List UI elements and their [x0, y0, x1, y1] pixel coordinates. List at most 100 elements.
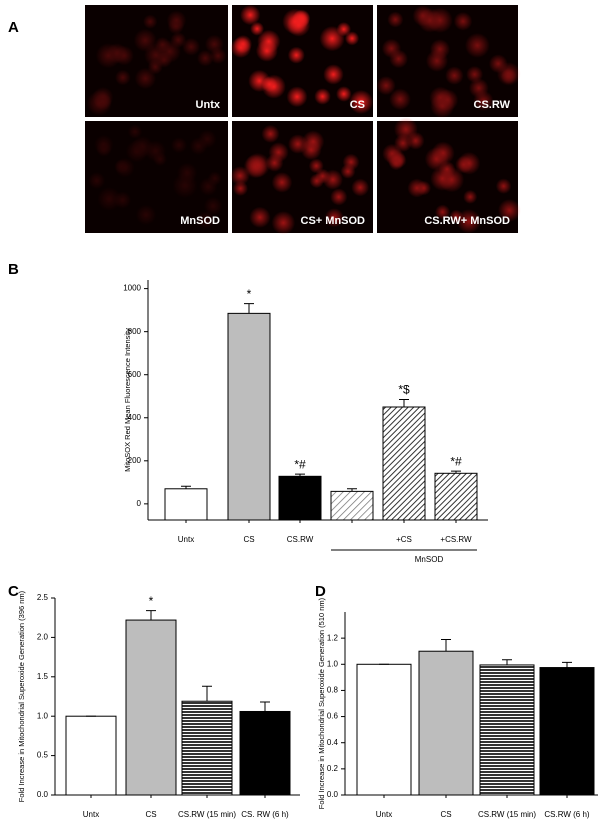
- cell: [324, 208, 344, 228]
- cell: [230, 37, 252, 59]
- cell: [204, 34, 224, 54]
- cells: [88, 124, 223, 230]
- bar: [434, 472, 478, 521]
- y-tick-label: 1.2: [327, 633, 339, 642]
- image-label: CS+ MnSOD: [301, 215, 366, 227]
- y-tick-label: 0.0: [37, 790, 49, 799]
- cell: [125, 139, 149, 163]
- panel-letter: A: [8, 19, 19, 36]
- cell: [427, 7, 453, 34]
- cell: [463, 189, 478, 204]
- bar: [330, 490, 374, 521]
- cell: [342, 153, 360, 171]
- bar: [65, 715, 117, 796]
- image-label: CS.RW: [474, 99, 511, 111]
- bar: [418, 650, 474, 796]
- image-label: MnSOD: [180, 215, 220, 227]
- cell: [381, 38, 402, 59]
- image-label: Untx: [196, 99, 221, 111]
- error-bar: [146, 610, 156, 621]
- cell: [240, 4, 261, 26]
- y-axis-label: Fold Increase in Mitochondrial Superoxid…: [17, 590, 26, 802]
- cell: [97, 186, 122, 212]
- group-label: MnSOD: [415, 555, 444, 564]
- x-tick-label: CS.RW (15 min): [178, 810, 236, 819]
- cell: [287, 46, 305, 64]
- cell: [335, 86, 352, 102]
- cell: [167, 17, 185, 35]
- x-tick-label: CS.RW: [287, 535, 314, 544]
- cell: [230, 166, 250, 186]
- y-tick-label: 0: [137, 499, 142, 508]
- bar: [539, 667, 595, 796]
- cell: [291, 10, 311, 29]
- cells: [382, 117, 521, 234]
- bar: [382, 406, 426, 521]
- cell: [271, 210, 296, 235]
- cell: [387, 11, 404, 28]
- cell: [336, 21, 352, 37]
- cell: [114, 69, 131, 86]
- cell: [248, 69, 271, 93]
- x-tick-label: Untx: [178, 535, 194, 544]
- significance-mark: *: [149, 594, 154, 608]
- y-tick-label: 0.6: [327, 712, 339, 721]
- bar: [227, 312, 271, 521]
- y-tick-label: 2.5: [37, 593, 49, 602]
- x-tick-label: +CS: [396, 535, 412, 544]
- cell: [257, 29, 281, 54]
- cell: [134, 67, 157, 90]
- cell: [407, 178, 427, 198]
- image-label: CS: [350, 99, 365, 111]
- y-tick-label: 0.4: [327, 738, 339, 747]
- x-tick-label: Untx: [376, 810, 392, 819]
- cell: [135, 204, 157, 226]
- cell: [468, 78, 489, 99]
- error-bar: [451, 470, 461, 474]
- cell: [445, 66, 464, 85]
- cell: [196, 49, 214, 67]
- cell: [203, 196, 223, 216]
- cell: [449, 209, 464, 224]
- y-tick-label: 0.5: [37, 751, 49, 760]
- panel-letter: D: [315, 583, 326, 600]
- cell: [94, 93, 112, 111]
- cell: [182, 37, 201, 56]
- cell: [261, 124, 280, 144]
- error-bar: [181, 485, 191, 489]
- cell: [351, 178, 370, 197]
- cell: [457, 151, 481, 175]
- panel-letter: C: [8, 583, 19, 600]
- bar: [181, 700, 233, 796]
- y-tick-label: 1.5: [37, 672, 49, 681]
- y-axis-label: Fold Increase in Mitochondrial Superoxid…: [317, 597, 326, 809]
- y-tick-label: 800: [128, 327, 142, 336]
- cell: [88, 171, 106, 190]
- cells: [230, 4, 374, 115]
- cell: [431, 141, 455, 165]
- cell: [438, 160, 456, 178]
- cells: [86, 10, 227, 116]
- cells: [376, 5, 521, 119]
- cell: [376, 75, 396, 96]
- cell: [250, 21, 265, 36]
- cell: [464, 32, 490, 59]
- bar: [125, 619, 177, 796]
- cell: [96, 141, 112, 158]
- cell: [323, 64, 344, 85]
- cells: [230, 124, 370, 235]
- error-bar: [260, 701, 270, 712]
- cell: [425, 49, 449, 72]
- significance-mark: *#: [294, 457, 306, 471]
- cell: [197, 129, 217, 149]
- y-tick-label: 1.0: [327, 659, 339, 668]
- cell: [286, 86, 308, 108]
- significance-mark: *: [247, 287, 252, 301]
- x-tick-label: CS.RW (6 h): [544, 810, 590, 819]
- cell: [391, 152, 407, 169]
- cell: [245, 152, 271, 178]
- cell: [348, 89, 374, 115]
- cell: [497, 198, 521, 222]
- x-tick-label: CS: [243, 535, 254, 544]
- cell: [330, 188, 348, 206]
